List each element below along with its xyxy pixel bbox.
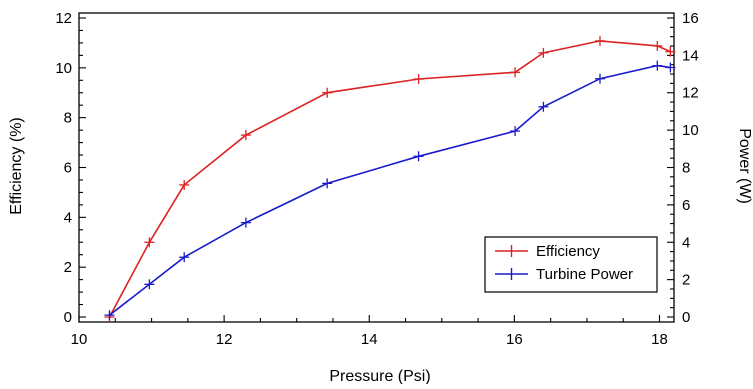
data-point-turbine-power — [594, 73, 605, 84]
y-left-tick-label: 6 — [64, 160, 72, 177]
data-point-turbine-power — [665, 62, 676, 73]
x-tick-label: 14 — [361, 331, 378, 348]
data-point-efficiency — [665, 46, 676, 57]
data-point-turbine-power — [510, 126, 521, 137]
data-point-turbine-power — [538, 101, 549, 112]
y-left-tick-label: 4 — [64, 209, 72, 226]
data-point-efficiency — [652, 40, 663, 51]
y-right-tick-label: 10 — [682, 122, 699, 139]
y-right-tick-label: 12 — [682, 85, 699, 102]
data-point-efficiency — [413, 74, 424, 85]
y-right-tick-label: 6 — [682, 197, 690, 214]
y-axis-title-left: Efficiency (%) — [8, 117, 25, 215]
series-layer — [104, 35, 676, 323]
x-tick-label: 18 — [651, 331, 668, 348]
y-right-tick-label: 16 — [682, 10, 699, 27]
legend-label-efficiency: Efficiency — [536, 243, 600, 260]
data-point-efficiency — [538, 47, 549, 58]
legend-entry-turbine-power: Turbine Power — [495, 266, 633, 283]
legend-entry-efficiency: Efficiency — [495, 243, 600, 260]
x-tick-label: 12 — [216, 331, 233, 348]
y-left-tick-label: 12 — [55, 10, 72, 27]
data-point-turbine-power — [240, 217, 251, 228]
data-point-efficiency — [510, 67, 521, 78]
data-point-efficiency — [594, 35, 605, 46]
y-right-tick-label: 4 — [682, 234, 690, 251]
legend-label-turbine-power: Turbine Power — [536, 266, 633, 283]
legend: Efficiency Turbine Power — [484, 236, 658, 293]
data-point-turbine-power — [322, 178, 333, 189]
x-tick-label: 16 — [506, 331, 523, 348]
data-point-turbine-power — [652, 60, 663, 71]
data-point-efficiency — [240, 130, 251, 141]
data-point-efficiency — [322, 87, 333, 98]
data-point-turbine-power — [104, 310, 115, 321]
y-left-tick-label: 10 — [55, 60, 72, 77]
y-right-tick-label: 0 — [682, 309, 690, 326]
y-right-tick-label: 14 — [682, 47, 699, 64]
y-left-tick-label: 2 — [64, 259, 72, 276]
legend-box — [484, 236, 658, 293]
data-point-efficiency — [144, 237, 155, 248]
y-left-tick-label: 0 — [64, 309, 72, 326]
y-axis-title-right: Power (W) — [736, 128, 753, 204]
x-tick-label: 10 — [71, 331, 88, 348]
data-point-turbine-power — [413, 151, 424, 162]
data-point-efficiency — [179, 179, 190, 190]
data-point-turbine-power — [144, 279, 155, 290]
axes-layer: 10 12 14 16 18 0 2 4 6 8 10 12 0 2 4 6 8 10 12 14 16 — [55, 10, 698, 348]
data-point-turbine-power — [179, 252, 190, 263]
x-axis-title: Pressure (Psi) — [329, 368, 430, 384]
y-left-tick-label: 8 — [64, 110, 72, 127]
y-right-tick-label: 8 — [682, 160, 690, 177]
y-right-tick-label: 2 — [682, 272, 690, 289]
